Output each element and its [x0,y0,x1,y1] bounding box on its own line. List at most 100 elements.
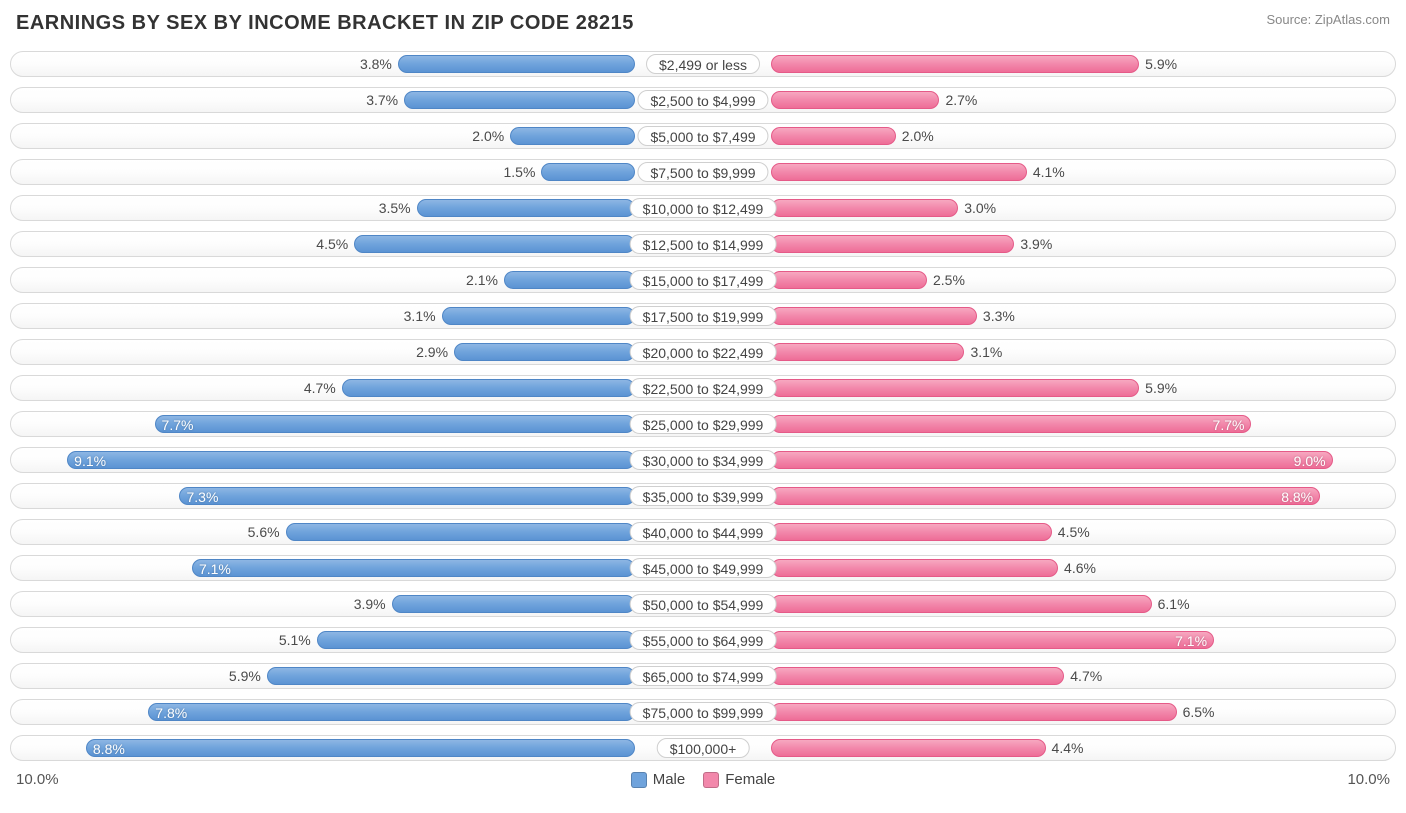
chart-row: 3.7% 2.7%$2,500 to $4,999 [10,83,1396,117]
female-value-label: 4.7% [1070,667,1102,685]
male-value-label: 9.1% [74,452,106,470]
male-bar [541,163,635,181]
row-track: 3.7% 2.7%$2,500 to $4,999 [10,87,1396,113]
chart-row: 3.1%3.3%$17,500 to $19,999 [10,299,1396,333]
female-half: 7.7% [703,412,1395,436]
female-value-label: 3.9% [1020,235,1052,253]
header: EARNINGS BY SEX BY INCOME BRACKET IN ZIP… [10,12,1396,35]
category-pill: $2,499 or less [646,54,760,74]
female-bar [771,559,1058,577]
male-half: 1.5% [11,160,703,184]
female-value-label: 3.3% [983,307,1015,325]
category-pill: $10,000 to $12,499 [630,198,777,218]
female-bar [771,235,1014,253]
female-value-label: 6.5% [1183,703,1215,721]
chart-row: 4.7%5.9%$22,500 to $24,999 [10,371,1396,405]
male-value-label: 4.7% [304,379,336,397]
category-pill: $100,000+ [657,738,750,758]
legend-item-male: Male [631,771,686,788]
male-bar: 7.7% [155,415,635,433]
chart-row: 7.7%7.7%$25,000 to $29,999 [10,407,1396,441]
male-half: 3.8% [11,52,703,76]
row-track: 2.1%2.5%$15,000 to $17,499 [10,267,1396,293]
female-bar [771,343,964,361]
category-pill: $50,000 to $54,999 [630,594,777,614]
female-value-label: 5.9% [1145,55,1177,73]
row-track: 3.1%3.3%$17,500 to $19,999 [10,303,1396,329]
male-value-label: 2.0% [472,127,504,145]
male-bar [404,91,635,109]
female-bar [771,307,977,325]
female-value-label: 2.5% [933,271,965,289]
male-value-label: 5.6% [248,523,280,541]
category-pill: $35,000 to $39,999 [630,486,777,506]
female-bar: 8.8% [771,487,1320,505]
legend-female-label: Female [725,771,775,788]
male-bar [454,343,635,361]
male-value-label: 7.3% [186,488,218,506]
category-pill: $30,000 to $34,999 [630,450,777,470]
row-track: 7.3% 8.8%$35,000 to $39,999 [10,483,1396,509]
female-value-label: 5.9% [1145,379,1177,397]
row-track: 7.1%4.6%$45,000 to $49,999 [10,555,1396,581]
male-bar [417,199,635,217]
female-bar: 7.1% [771,631,1214,649]
chart-title: EARNINGS BY SEX BY INCOME BRACKET IN ZIP… [16,12,634,35]
chart-footer: 10.0% Male Female 10.0% [10,771,1396,788]
male-bar [354,235,635,253]
category-pill: $40,000 to $44,999 [630,522,777,542]
source-name: ZipAtlas.com [1315,12,1390,27]
male-value-label: 8.8% [93,740,125,758]
row-track: 7.8%6.5%$75,000 to $99,999 [10,699,1396,725]
female-value-label: 4.4% [1052,739,1084,757]
female-bar [771,55,1139,73]
male-half: 3.1% [11,304,703,328]
male-bar: 7.1% [192,559,635,577]
male-half: 5.6% [11,520,703,544]
male-bar [317,631,635,649]
axis-max-right: 10.0% [1347,771,1390,788]
male-bar: 7.3% [179,487,635,505]
row-track: 2.9% 3.1%$20,000 to $22,499 [10,339,1396,365]
female-bar [771,739,1046,757]
male-bar [510,127,635,145]
female-half: 3.1% [703,340,1395,364]
female-bar [771,667,1064,685]
male-half: 7.7% [11,412,703,436]
female-half: 4.6% [703,556,1395,580]
legend-item-female: Female [703,771,775,788]
female-swatch-icon [703,772,719,788]
male-bar [398,55,635,73]
category-pill: $65,000 to $74,999 [630,666,777,686]
male-value-label: 3.1% [404,307,436,325]
chart-row: 1.5%4.1%$7,500 to $9,999 [10,155,1396,189]
male-value-label: 2.9% [416,343,448,361]
row-track: 5.1%7.1%$55,000 to $64,999 [10,627,1396,653]
female-half: 4.7% [703,664,1395,688]
female-bar [771,271,927,289]
male-value-label: 4.5% [316,235,348,253]
source-prefix: Source: [1266,12,1314,27]
female-half: 2.7% [703,88,1395,112]
male-value-label: 3.7% [366,91,398,109]
category-pill: $7,500 to $9,999 [637,162,768,182]
male-bar [342,379,635,397]
row-track: 5.9% 4.7% $65,000 to $74,999 [10,663,1396,689]
female-value-label: 4.5% [1058,523,1090,541]
chart-row: 7.8%6.5%$75,000 to $99,999 [10,695,1396,729]
male-value-label: 3.5% [379,199,411,217]
female-half: 5.9% [703,52,1395,76]
row-track: 9.1%9.0%$30,000 to $34,999 [10,447,1396,473]
female-bar [771,91,939,109]
male-half: 2.9% [11,340,703,364]
female-value-label: 7.1% [1175,632,1207,650]
male-half: 5.9% [11,664,703,688]
male-value-label: 1.5% [503,163,535,181]
female-value-label: 7.7% [1213,416,1245,434]
female-bar [771,127,896,145]
female-half: 2.5% [703,268,1395,292]
chart-row: 4.5%3.9%$12,500 to $14,999 [10,227,1396,261]
female-value-label: 4.6% [1064,559,1096,577]
category-pill: $2,500 to $4,999 [637,90,768,110]
category-pill: $20,000 to $22,499 [630,342,777,362]
